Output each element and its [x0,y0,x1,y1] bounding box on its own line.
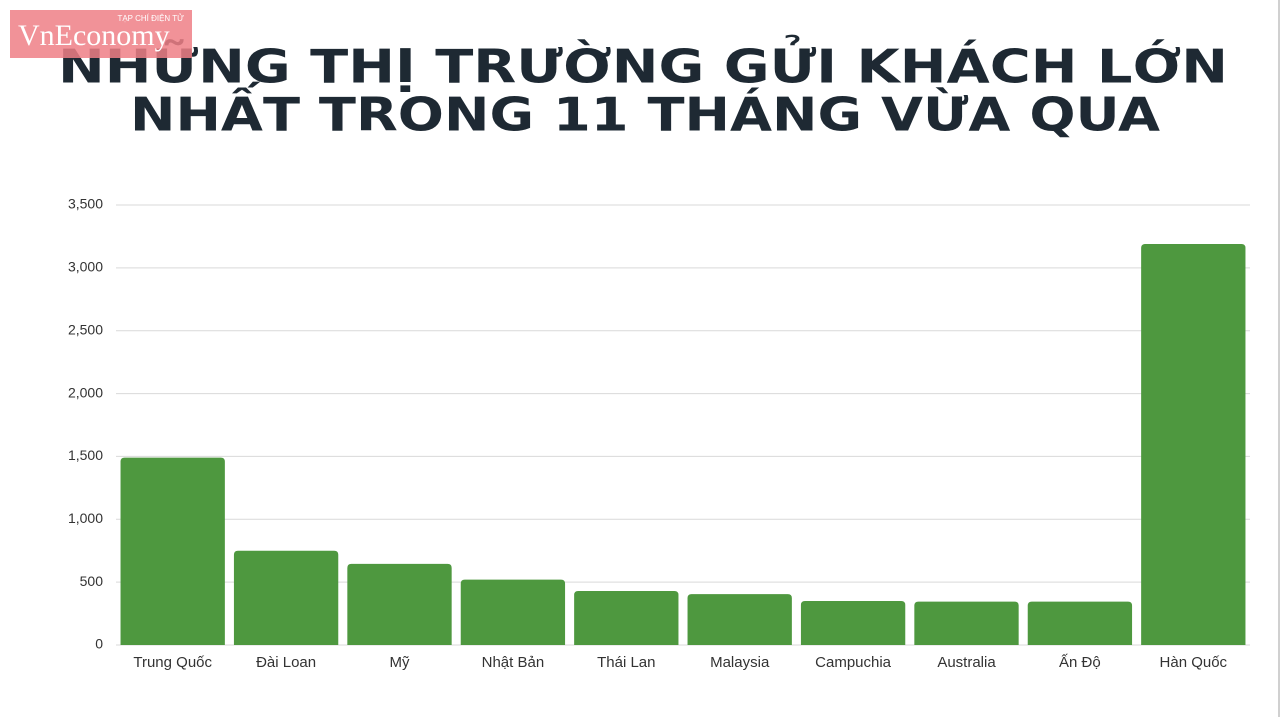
logo-tagline: TẠP CHÍ ĐIỆN TỬ [117,14,184,23]
x-tick-label: Ấn Độ [1059,654,1101,671]
logo-name: VnEconomy [18,19,170,52]
y-tick-label: 0 [95,636,103,652]
x-tick-label: Trung Quốc [133,654,212,671]
bar [574,590,679,645]
bar [120,457,225,645]
bar [1027,601,1133,645]
y-tick-label: 1,000 [68,510,103,526]
x-tick-label: Nhật Bản [482,654,545,671]
logo-box [10,10,192,58]
y-tick-label: 500 [80,573,104,589]
x-tick-label: Mỹ [390,654,410,671]
bar [687,594,792,645]
x-tick-label: Hàn Quốc [1160,654,1228,671]
x-tick-label: Malaysia [710,654,770,671]
bar [914,601,1019,645]
chart-title: NHẤT TRONG 11 THÁNG VỪA QUA [130,82,1160,142]
y-tick-label: 3,500 [68,196,103,212]
chart-title: NHỮNG THỊ TRƯỜNG GỬI KHÁCH LỚN [58,35,1228,94]
x-tick-label: Australia [937,654,996,671]
bar [347,563,452,645]
x-tick-label: Campuchia [815,654,892,671]
bar [1141,243,1246,645]
x-tick-label: Đài Loan [256,654,316,671]
bar [460,579,566,645]
bar [233,550,339,645]
plot: 0 500 1,000 1,500 2,000 2,500 3,000 3,500 Trung … [68,196,1250,671]
bar [800,601,906,645]
x-tick-label: Thái Lan [597,654,655,671]
y-tick-label: 2,000 [68,384,103,400]
y-tick-label: 3,000 [68,259,103,275]
y-tick-label: 2,500 [68,321,103,337]
y-tick-label: 1,500 [68,447,103,463]
